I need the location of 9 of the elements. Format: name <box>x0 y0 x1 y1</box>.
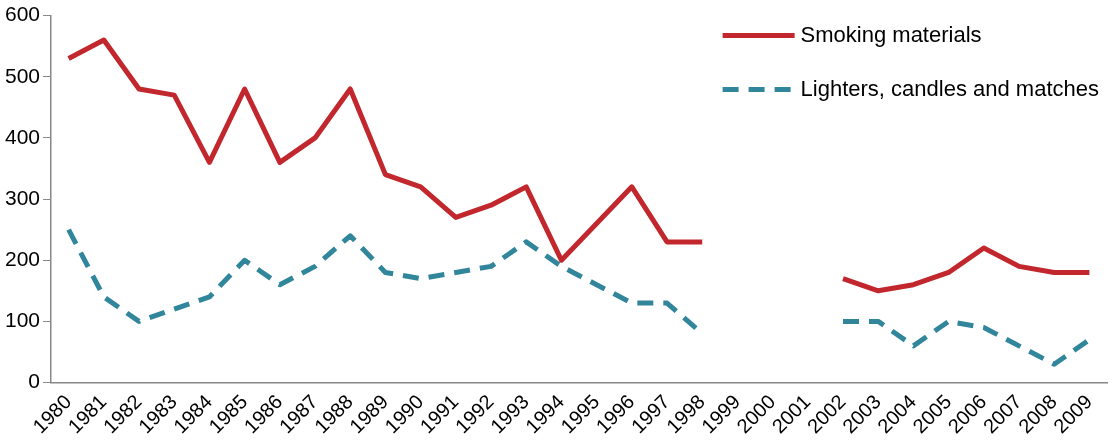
y-tick-label: 400 <box>4 124 41 148</box>
y-tick-label: 100 <box>4 308 41 332</box>
y-tick-label: 300 <box>4 185 41 209</box>
y-tick-label: 500 <box>4 63 41 87</box>
y-tick-label: 200 <box>4 247 41 271</box>
y-tick-label: 600 <box>4 2 41 26</box>
y-tick-label: 0 <box>28 369 41 393</box>
legend-label: Smoking materials <box>800 21 982 47</box>
legend-label: Lighters, candles and matches <box>800 75 1100 101</box>
